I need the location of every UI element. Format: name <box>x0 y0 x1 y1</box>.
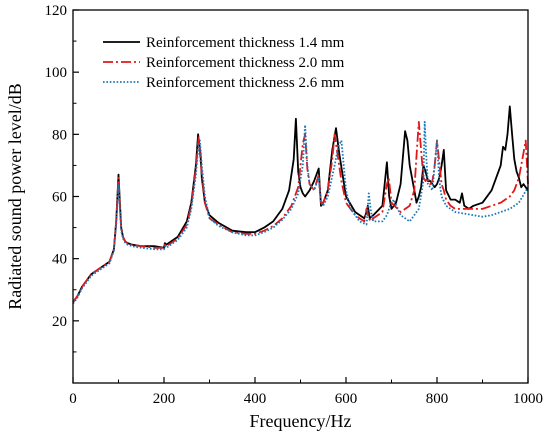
x-tick-label: 800 <box>426 391 449 407</box>
series-line-2 <box>72 121 529 303</box>
y-tick-label: 100 <box>45 65 68 81</box>
x-tick-label: 0 <box>69 391 77 407</box>
y-tick-label: 60 <box>52 190 67 206</box>
x-tick-label: 400 <box>244 391 267 407</box>
y-tick-label: 120 <box>45 3 68 19</box>
y-axis: 20 40 60 80 100 120 <box>45 3 79 353</box>
series-line-3 <box>72 121 529 305</box>
legend-label-3: Reinforcement thickness 2.6 mm <box>146 75 345 91</box>
y-tick-label: 20 <box>52 314 67 330</box>
y-axis-title: Radiated sound power level/dB <box>5 83 25 309</box>
y-tick-label: 40 <box>52 252 67 268</box>
x-tick-label: 600 <box>335 391 358 407</box>
x-axis: 0 200 400 600 800 1000 <box>69 377 543 407</box>
legend-label-1: Reinforcement thickness 1.4 mm <box>146 35 345 51</box>
x-tick-label: 1000 <box>513 391 543 407</box>
y-tick-label: 80 <box>52 127 67 143</box>
legend: Reinforcement thickness 1.4 mm Reinforcem… <box>103 35 345 91</box>
series-line-1 <box>72 105 529 303</box>
series-layer <box>72 105 529 305</box>
x-axis-title: Frequency/Hz <box>250 411 352 431</box>
legend-label-2: Reinforcement thickness 2.0 mm <box>146 55 345 71</box>
x-tick-label: 200 <box>153 391 176 407</box>
